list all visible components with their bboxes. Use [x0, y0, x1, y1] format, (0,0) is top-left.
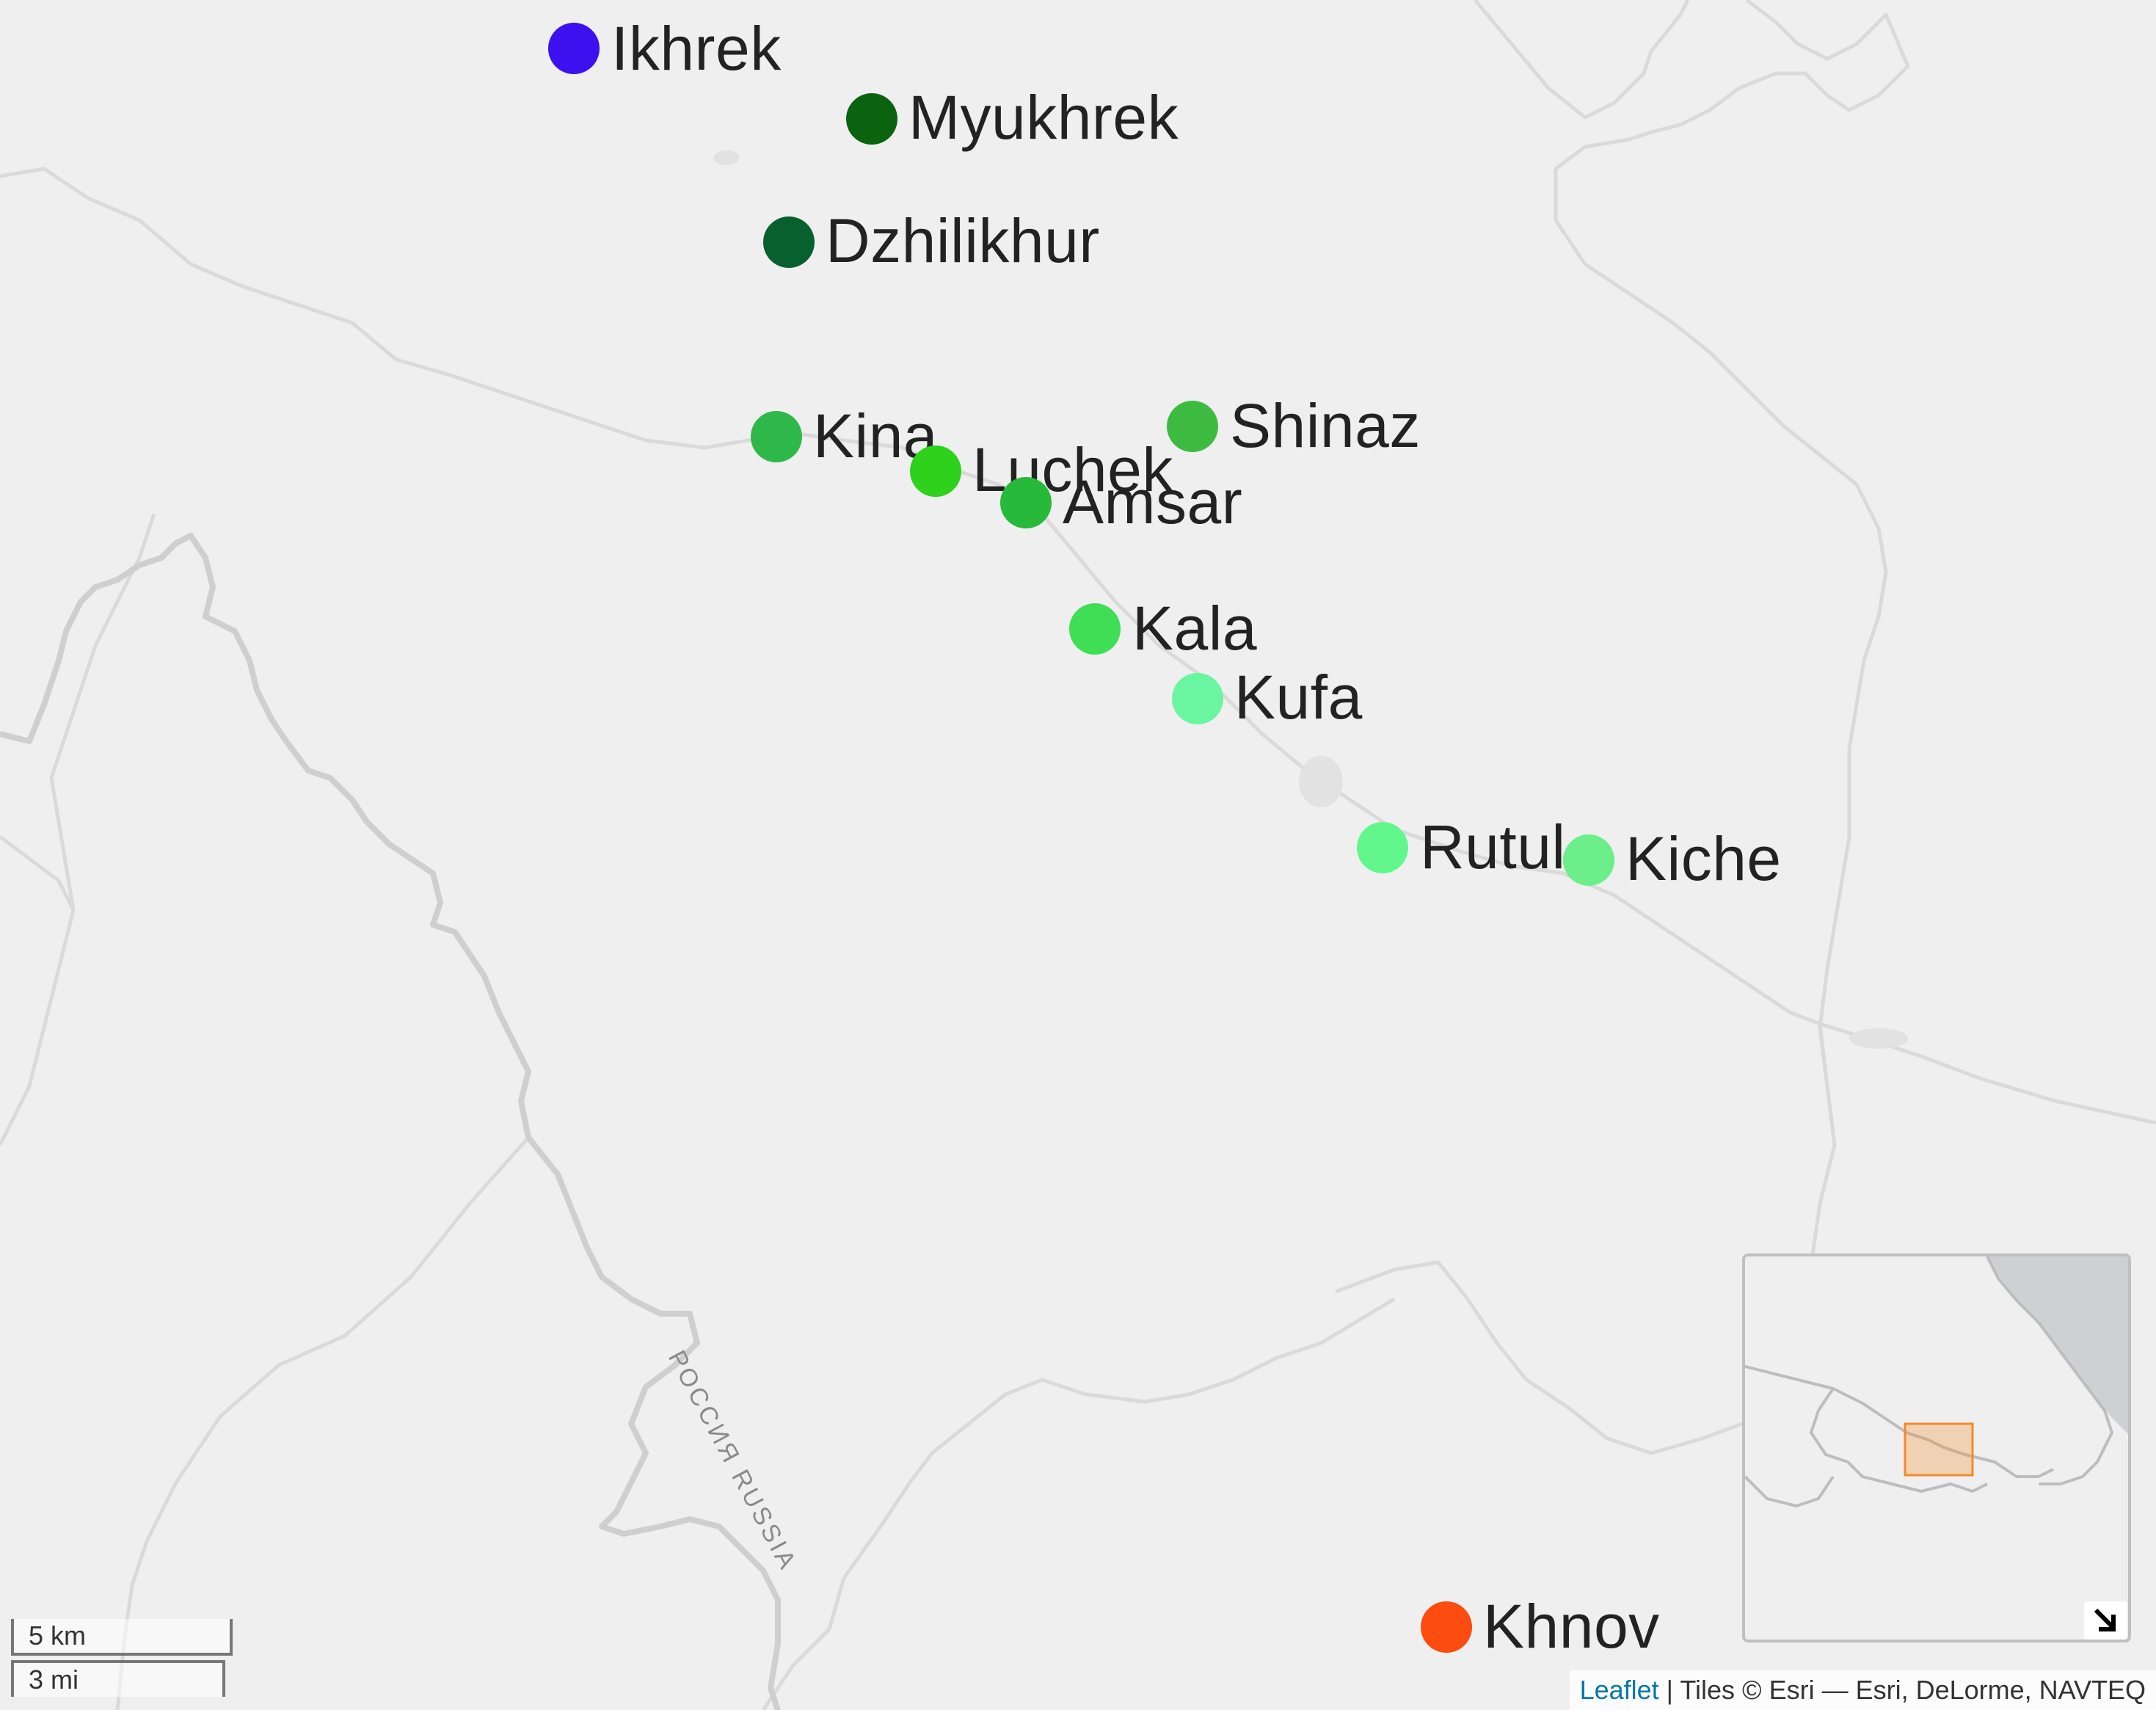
attribution-text: | Tiles © Esri — Esri, DeLorme, NAVTEQ [1658, 1675, 2146, 1705]
marker-label-myukhrek: Myukhrek [908, 83, 1179, 152]
marker-label-kufa: Kufa [1234, 663, 1363, 732]
border-line [0, 835, 76, 912]
border-line [761, 1577, 846, 1710]
minimap-toggle-button[interactable] [2084, 1601, 2127, 1640]
marker-label-dzhilikhur: Dzhilikhur [826, 206, 1100, 275]
border-line [0, 167, 2156, 1125]
marker-kufa[interactable] [1172, 673, 1223, 724]
minimap-country-label: AZERBAIJAN [1945, 1640, 2131, 1642]
border-line [0, 513, 156, 1146]
marker-dzhilikhur[interactable] [763, 217, 815, 268]
leaflet-link[interactable]: Leaflet [1579, 1675, 1659, 1705]
marker-label-kala: Kala [1132, 594, 1258, 663]
border-line [1818, 1023, 1829, 1087]
marker-ikhrek[interactable] [548, 23, 600, 74]
minimap[interactable]: AZERBAIJAN [1742, 1254, 2131, 1642]
marker-label-shinaz: Shinaz [1230, 391, 1421, 460]
scale-bar-mi: 3 mi [11, 1660, 225, 1697]
marker-myukhrek[interactable] [846, 93, 897, 145]
marker-luchek[interactable] [910, 445, 961, 497]
border-line [115, 1136, 530, 1710]
minimap-sea [1987, 1256, 2128, 1434]
marker-label-khnov: Khnov [1483, 1592, 1660, 1661]
marker-amsar[interactable] [1000, 477, 1052, 528]
marker-kiche[interactable] [1563, 834, 1614, 886]
marker-label-kiche: Kiche [1625, 824, 1782, 893]
marker-label-amsar: Amsar [1063, 467, 1243, 536]
marker-label-rutul: Rutul [1420, 812, 1566, 881]
border-line [1335, 1260, 1743, 1455]
marker-khnov[interactable] [1421, 1601, 1472, 1653]
marker-kina[interactable] [751, 411, 802, 462]
marker-label-ikhrek: Ikhrek [611, 14, 782, 83]
minimap-extent [1904, 1422, 1974, 1477]
marker-rutul[interactable] [1357, 822, 1408, 873]
border-line [1474, 0, 1690, 120]
scale-bar-km: 5 km [11, 1619, 233, 1656]
water-bodies [713, 150, 1908, 1049]
international-border [0, 533, 781, 1710]
marker-shinaz[interactable] [1167, 401, 1218, 452]
minimap-basemap [1745, 1256, 2128, 1507]
attribution: Leaflet | Tiles © Esri — Esri, DeLorme, … [1569, 1670, 2156, 1710]
collapse-arrow-icon [2094, 1608, 2116, 1631]
marker-kala[interactable] [1069, 603, 1121, 655]
border-line [842, 1297, 1396, 1579]
border-line [1554, 0, 1910, 1256]
